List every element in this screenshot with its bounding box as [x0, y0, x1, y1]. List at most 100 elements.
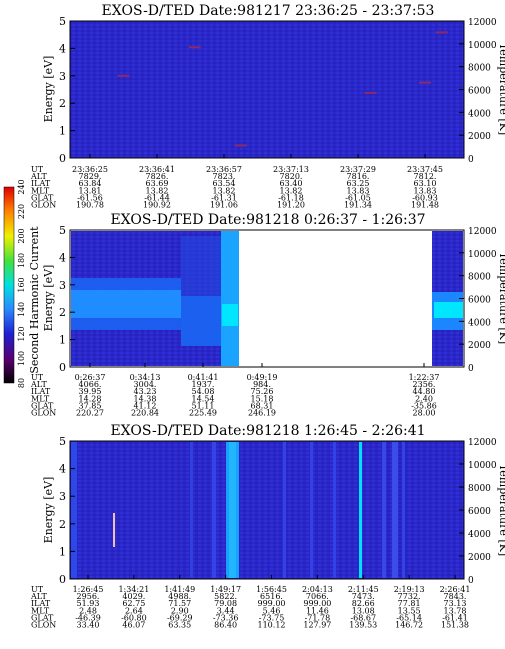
temperature-tick-label: 6000 [468, 296, 491, 306]
colorbar: 80 100 120 140 160 180 200 220 240 Second Harmon… [3, 179, 41, 388]
energy-tick-label: 2 [59, 97, 66, 110]
ephemeris-row-label: MLT [31, 394, 50, 403]
ephemeris-value: 2:19:13 [394, 585, 425, 594]
ephemeris-value: 63.35 [168, 621, 191, 630]
ephemeris-value: -61.05 [345, 193, 371, 202]
ephemeris-value: 5.46 [263, 606, 281, 615]
temperature-tick-label: 12000 [468, 18, 497, 28]
ephemeris-value: 6516. [260, 592, 283, 601]
temperature-tick-label: 8000 [468, 64, 491, 74]
panel-1-y-ticks: 0 1 2 3 4 5 [59, 15, 75, 165]
colorbar-tick-label: 120 [17, 326, 26, 341]
temperature-tick-label: 0 [468, 364, 474, 374]
temperature-tick-label: 2000 [468, 132, 491, 142]
colorbar-tick-label: 180 [17, 253, 26, 268]
temperature-tick-label: 10000 [468, 41, 497, 51]
ephemeris-value: 984. [253, 380, 271, 389]
temperature-tick-label: 2000 [468, 341, 491, 351]
panel-2-y-label: Energy [eV] [42, 265, 55, 332]
temperature-tick-label: 8000 [468, 484, 491, 494]
energy-tick-label: 4 [59, 251, 66, 264]
ephemeris-value: 3004. [134, 380, 157, 389]
panel-3-right-label: Temperature [K] [497, 464, 505, 556]
ephemeris-value: 44.80 [413, 387, 436, 396]
ephemeris-value: 146.72 [395, 621, 423, 630]
panel-3-plot-area [69, 440, 465, 580]
ephemeris-value: 7823. [213, 172, 236, 181]
panel-2-y-ticks: 0 1 2 3 4 5 [59, 224, 75, 374]
energy-tick-label: 1 [59, 334, 66, 347]
ephemeris-value: 79.08 [214, 599, 237, 608]
ephemeris-value: 1:26:45 [73, 585, 104, 594]
ephemeris-value: 2:04:13 [302, 585, 333, 594]
panel-3-right-ticks: 0 2000 4000 6000 8000 10000 12000 [459, 438, 497, 586]
ephemeris-row-label: ALT [30, 592, 47, 601]
ephemeris-value: -60.80 [121, 613, 147, 622]
energy-tick-label: 4 [59, 42, 66, 55]
ephemeris-value: 54.08 [192, 387, 215, 396]
ephemeris-value: -61.31 [211, 193, 237, 202]
energy-tick-label: 3 [59, 490, 66, 503]
colorbar-tick-label: 220 [17, 204, 26, 219]
panel-3: EXOS-D/TED Date:981218 1:26:45 - 2:26:41… [30, 423, 505, 630]
energy-tick-label: 1 [59, 125, 66, 138]
ephemeris-row-label: UT [31, 165, 44, 174]
panel-2-title: EXOS-D/TED Date:981218 0:26:37 - 1:26:37 [110, 212, 425, 228]
ephemeris-value: 13.82 [213, 186, 236, 195]
panel-3-marker [113, 513, 115, 547]
ephemeris-value: 23:36:57 [206, 165, 242, 174]
ephemeris-value: 220.84 [131, 409, 159, 418]
ephemeris-value: 13.08 [352, 606, 375, 615]
energy-tick-label: 2 [59, 518, 66, 531]
ephemeris-value: 190.78 [76, 201, 104, 210]
ephemeris-value: 999.00 [303, 599, 331, 608]
ephemeris-value: 23:37:29 [340, 165, 376, 174]
panel-2-band-descent [181, 296, 221, 346]
temperature-tick-label: 2000 [468, 553, 491, 563]
ephemeris-value: 14.54 [192, 394, 215, 403]
ephemeris-value: -35.86 [411, 401, 437, 410]
ephemeris-row-label: GLON [31, 409, 56, 418]
ephemeris-value: 190.92 [143, 201, 171, 210]
ephemeris-value: 43.23 [134, 387, 157, 396]
ephemeris-value: 110.12 [258, 621, 286, 630]
ephemeris-value: 75.26 [251, 387, 274, 396]
temperature-point [234, 144, 247, 147]
panel-2-cyan-end [434, 302, 463, 318]
ephemeris-value: 999.00 [258, 599, 286, 608]
panel-2-data-left [71, 231, 239, 366]
ephemeris-value: 7826. [146, 172, 169, 181]
ephemeris-row-label: ILAT [31, 179, 51, 188]
colorbar-gradient [3, 186, 15, 384]
ephemeris-value: 15.18 [251, 394, 274, 403]
ephemeris-value: 7820. [280, 172, 303, 181]
ephemeris-value: 1:34:21 [118, 585, 149, 594]
panel-1-plot-area [69, 20, 465, 159]
ephemeris-value: 23:36:41 [139, 165, 175, 174]
ephemeris-row-label: UT [31, 585, 44, 594]
ephemeris-value: 220.27 [76, 409, 104, 418]
ephemeris-value: 0:34:13 [130, 373, 161, 382]
ephemeris-value: 33.40 [77, 621, 100, 630]
ephemeris-value: 2.90 [171, 606, 189, 615]
temperature-point [435, 31, 448, 34]
ephemeris-value: 63.25 [347, 179, 370, 188]
colorbar-label: Second Harmonic Current [28, 226, 41, 374]
ephemeris-value: 3.44 [217, 606, 235, 615]
panel-2-right-ticks: 0 2000 4000 6000 8000 10000 12000 [459, 227, 497, 374]
ephemeris-value: 191.48 [411, 201, 439, 210]
panel-2-upper-haze [181, 236, 221, 296]
ephemeris-value: 14.38 [134, 394, 157, 403]
ephemeris-value: 63.10 [414, 179, 437, 188]
ephemeris-value: 2:11:45 [348, 585, 379, 594]
temperature-point [188, 46, 201, 49]
ephemeris-value: 13.83 [347, 186, 370, 195]
ephemeris-value: 63.54 [213, 179, 236, 188]
temperature-point [419, 81, 431, 84]
temperature-tick-label: 12000 [468, 438, 497, 448]
ephemeris-value: 23:37:13 [273, 165, 309, 174]
temperature-point [117, 74, 130, 77]
ephemeris-value: 13.82 [146, 186, 169, 195]
